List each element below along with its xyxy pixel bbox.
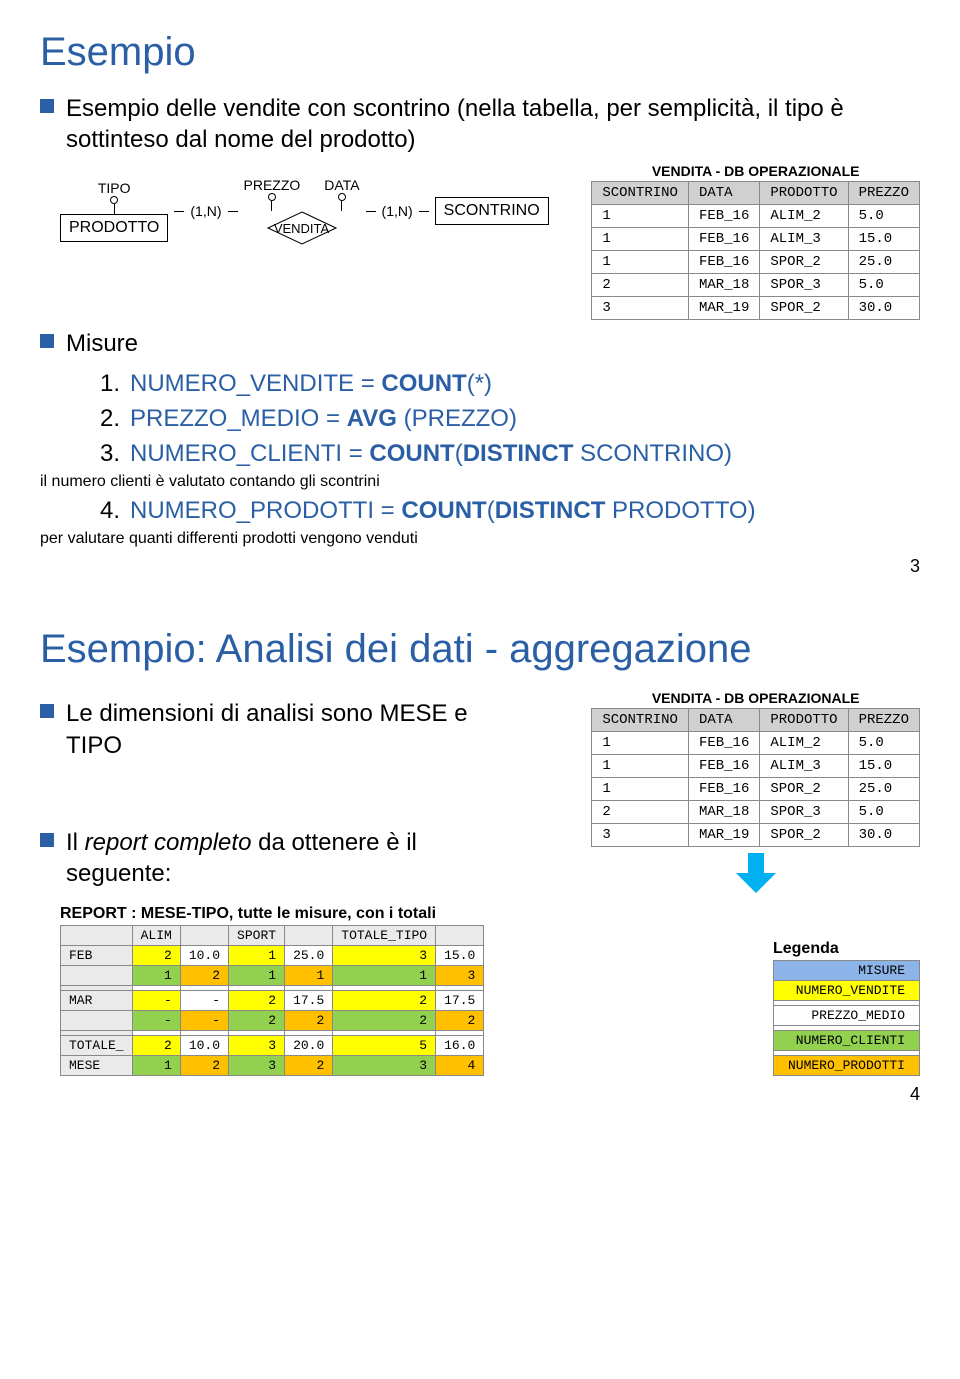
intro-text: Esempio delle vendite con scontrino (nel… <box>66 93 920 155</box>
misure-item: 4.NUMERO_PRODOTTI = COUNT(DISTINCT PRODO… <box>100 495 920 526</box>
bullet-icon <box>40 833 54 847</box>
s2-bullet-1: Le dimensioni di analisi sono MESE e TIP… <box>40 698 470 760</box>
er-relation-vendita: VENDITA <box>267 211 337 245</box>
misure-bullet: Misure <box>40 328 920 359</box>
misure-item: 2.PREZZO_MEDIO = AVG (PREZZO) <box>100 403 920 434</box>
report-table: ALIMSPORTTOTALE_TIPOFEB210.0125.0315.012… <box>60 925 484 1076</box>
misure-item-sub: per valutare quanti differenti prodotti … <box>40 530 920 548</box>
misure-item: 3.NUMERO_CLIENTI = COUNT(DISTINCT SCONTR… <box>100 438 920 469</box>
db-label-1: VENDITA - DB OPERAZIONALE <box>591 163 920 179</box>
db-label-2: VENDITA - DB OPERAZIONALE <box>591 690 920 706</box>
page-number-2: 4 <box>40 1084 920 1105</box>
er-entity-scontrino: SCONTRINO <box>435 197 549 225</box>
er-attr-tipo: TIPO <box>98 180 131 214</box>
misure-item-sub: il numero clienti è valutato contando gl… <box>40 473 920 491</box>
s2-b2-text: Il report completo da ottenere è il segu… <box>66 827 470 889</box>
er-attr-data: DATA <box>324 177 359 211</box>
bullet-icon <box>40 704 54 718</box>
misure-text: Misure <box>66 328 138 359</box>
legend-label: Legenda <box>773 940 920 958</box>
arrow-down-icon <box>726 853 786 893</box>
er-diagram: TIPO PRODOTTO (1,N) PREZZO DATA <box>60 177 549 245</box>
er-card-1: (1,N) <box>190 203 221 219</box>
bullet-icon <box>40 99 54 113</box>
legend-table: MISURENUMERO_VENDITEPREZZO_MEDIONUMERO_C… <box>773 960 920 1076</box>
bullet-icon <box>40 334 54 348</box>
misure-item: 1.NUMERO_VENDITE = COUNT(*) <box>100 368 920 399</box>
report-label: REPORT : MESE-TIPO, tutte le misure, con… <box>60 905 484 923</box>
er-entity-prodotto: PRODOTTO <box>60 214 168 242</box>
s2-bullet-2: Il report completo da ottenere è il segu… <box>40 827 470 889</box>
s2-b1-text: Le dimensioni di analisi sono MESE e TIP… <box>66 698 470 760</box>
er-card-2: (1,N) <box>382 203 413 219</box>
section2-title: Esempio: Analisi dei dati - aggregazione <box>40 627 920 672</box>
intro-bullet: Esempio delle vendite con scontrino (nel… <box>40 93 920 155</box>
section1-title: Esempio <box>40 30 920 75</box>
er-attr-prezzo: PREZZO <box>244 177 301 211</box>
db-table-2: SCONTRINODATAPRODOTTOPREZZO1FEB_16ALIM_2… <box>591 708 920 847</box>
page-number-1: 3 <box>40 556 920 577</box>
db-table-1: SCONTRINODATAPRODOTTOPREZZO1FEB_16ALIM_2… <box>591 181 920 320</box>
